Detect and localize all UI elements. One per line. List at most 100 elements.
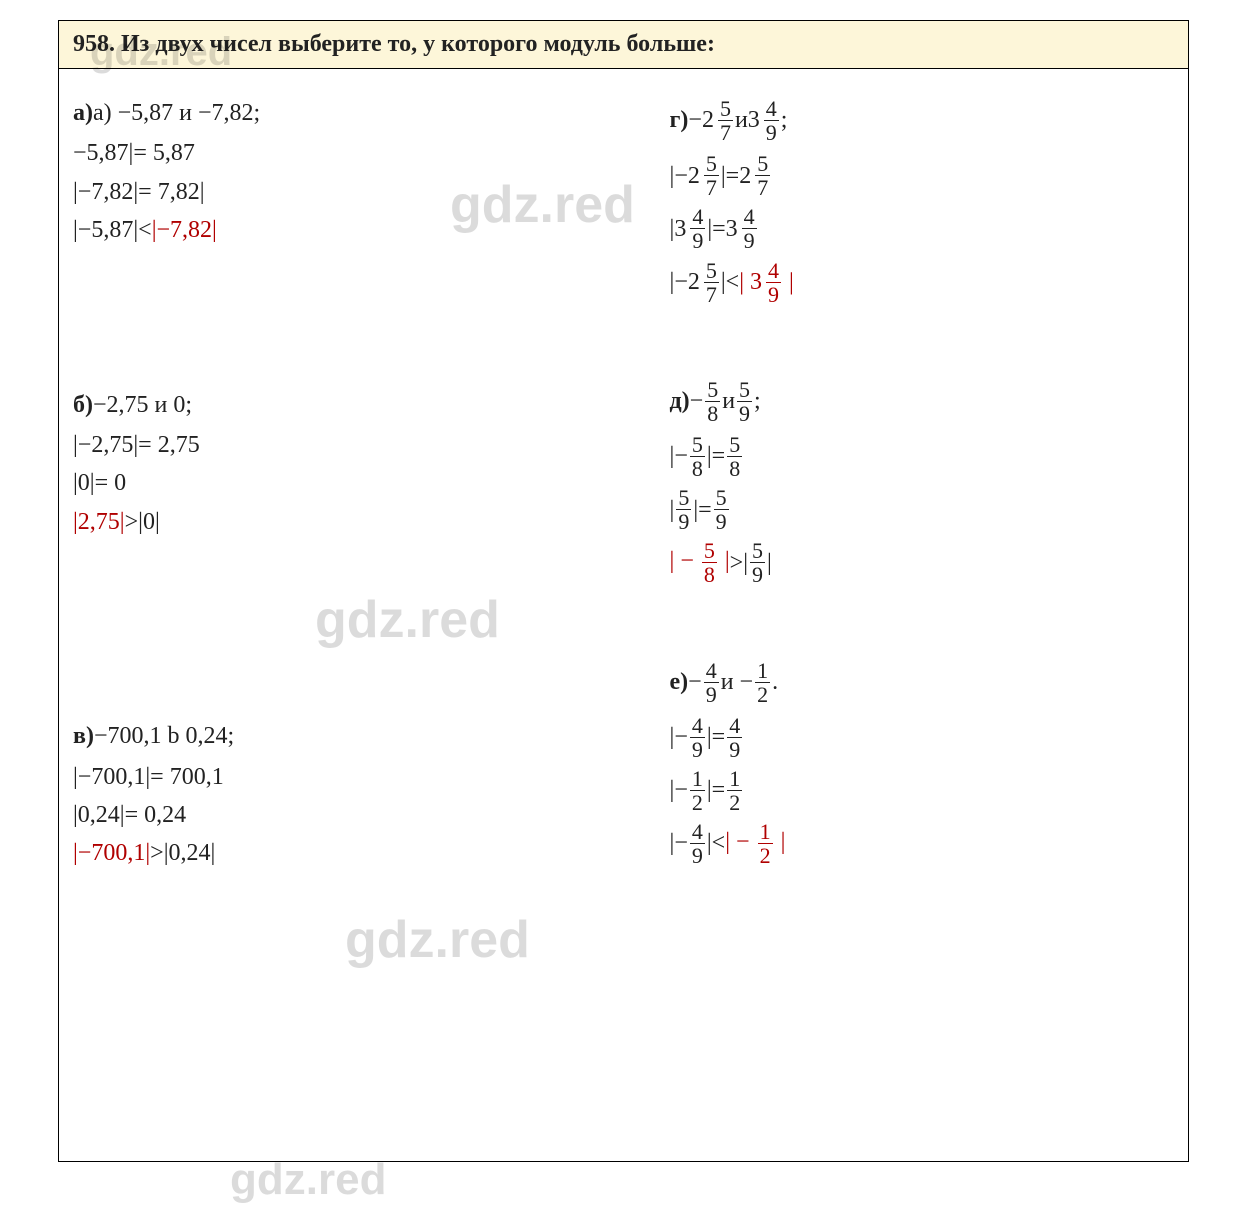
f-line2: | − 1 2 | = 1 2 xyxy=(670,767,1177,814)
e-given: д) − 5 8 и 5 9 ; xyxy=(670,378,1177,425)
f-l1-frac: 4 9 xyxy=(690,714,705,761)
d-l2-num-r: 4 xyxy=(742,205,757,228)
b-l1-rhs: = 2,75 xyxy=(138,429,200,461)
b-l2-rhs: = 0 xyxy=(95,467,127,499)
f-eq: = xyxy=(712,721,726,753)
f-frac2-den: 2 xyxy=(755,682,770,706)
e-eq2: = xyxy=(698,494,712,526)
f-l3-frac: 4 9 xyxy=(690,820,705,867)
d-l1-whole-r: 2 xyxy=(739,160,751,192)
e-l3-den: 8 xyxy=(702,562,717,586)
e-abs-close4: | xyxy=(767,547,772,579)
a-l3-lhs: |−5,87| xyxy=(73,214,138,246)
e-l3-num-r: 5 xyxy=(750,539,765,562)
d-mix2-num: 4 xyxy=(764,97,779,120)
d-mix1-whole: 2 xyxy=(702,104,714,136)
e-eq: = xyxy=(712,440,726,472)
d-l3-frac: 5 7 xyxy=(704,259,719,306)
e-l3-frac-r: 5 9 xyxy=(750,539,765,586)
e-l2-frac-r: 5 9 xyxy=(714,486,729,533)
f-eq2: = xyxy=(712,774,726,806)
f-l2-frac-r: 1 2 xyxy=(727,767,742,814)
f-minus4: − xyxy=(736,829,750,855)
a-l2-rhs: = 7,82| xyxy=(138,176,204,208)
d-l1-den: 7 xyxy=(704,175,719,199)
f-l3-num-r: 1 xyxy=(758,820,773,843)
d-given-prefix: − xyxy=(688,104,702,136)
d-mix1: 2 5 7 xyxy=(702,97,735,144)
d-l2-frac: 4 9 xyxy=(690,205,705,252)
e-frac1-den: 8 xyxy=(705,401,720,425)
d-given: г) − 2 5 7 и 3 xyxy=(670,97,1177,144)
e-l2-frac: 5 9 xyxy=(676,486,691,533)
f-l3-num: 4 xyxy=(690,820,705,843)
d-mix1-frac: 5 7 xyxy=(718,97,733,144)
d-minus3: − xyxy=(674,266,688,298)
a-given: а) а) −5,87 и −7,82; xyxy=(73,97,580,129)
f-l3-frac-r: 1 2 xyxy=(758,820,773,867)
b-l1-lhs: |−2,75| xyxy=(73,429,138,461)
right-column: г) − 2 5 7 и 3 xyxy=(580,91,1177,1151)
e-minus3: − xyxy=(680,548,694,574)
e-conj: и xyxy=(722,385,735,417)
d-l3-frac-r: 4 9 xyxy=(766,259,781,306)
a-label: а) xyxy=(73,97,93,129)
f-frac1-num: 4 xyxy=(704,659,719,682)
e-l1-num: 5 xyxy=(690,433,705,456)
c-label: в) xyxy=(73,720,94,752)
f-minus: − xyxy=(674,721,688,753)
f-l2-num: 1 xyxy=(690,767,705,790)
a-l3-rhs: |−7,82| xyxy=(152,214,217,246)
f-l2-num-r: 1 xyxy=(727,767,742,790)
e-l3-num: 5 xyxy=(702,539,717,562)
c-l3-rhs: |0,24| xyxy=(164,837,216,869)
watermark-text: gdz.red xyxy=(230,1155,386,1205)
f-frac1: 4 9 xyxy=(704,659,719,706)
sub-e: д) − 5 8 и 5 9 ; | xyxy=(670,372,1177,593)
e-l1-frac: 5 8 xyxy=(690,433,705,480)
f-abs-open4: | xyxy=(725,829,730,855)
c-given-text: −700,1 b 0,24; xyxy=(94,720,234,752)
f-lt: < xyxy=(712,827,726,859)
f-conj: и − xyxy=(721,666,753,698)
d-conj: и xyxy=(735,104,748,136)
f-l2-den: 2 xyxy=(690,790,705,814)
d-l1-num: 5 xyxy=(704,152,719,175)
e-l2-den-r: 9 xyxy=(714,509,729,533)
d-l1-frac: 5 7 xyxy=(704,152,719,199)
f-l1-den: 9 xyxy=(690,737,705,761)
c-line3: |−700,1| > |0,24| xyxy=(73,837,580,869)
e-line1: | − 5 8 | = 5 8 xyxy=(670,433,1177,480)
f-line3: | − 4 9 | < | − 1 2 xyxy=(670,820,1177,867)
d-l2-whole: 3 xyxy=(674,213,686,245)
e-frac1: 5 8 xyxy=(705,378,720,425)
c-l2-rhs: = 0,24 xyxy=(125,799,187,831)
d-l2-num: 4 xyxy=(690,205,705,228)
f-suffix: . xyxy=(772,666,778,698)
c-l3-lhs: |−700,1| xyxy=(73,837,150,869)
d-mix2: 3 4 9 xyxy=(748,97,781,144)
f-l1-num-r: 4 xyxy=(727,714,742,737)
f-l3-den: 9 xyxy=(690,843,705,867)
d-suffix: ; xyxy=(781,104,788,136)
f-minus2: − xyxy=(674,774,688,806)
problem-header: 958. Из двух чисел выберите то, у которо… xyxy=(59,21,1188,69)
f-frac2-num: 1 xyxy=(755,659,770,682)
f-line1: | − 4 9 | = 4 9 xyxy=(670,714,1177,761)
d-eq: = xyxy=(726,160,740,192)
d-l3-mix: 2 5 7 xyxy=(688,259,721,306)
problem-box: 958. Из двух чисел выберите то, у которо… xyxy=(58,20,1189,1162)
c-l3-op: > xyxy=(150,837,164,869)
c-given: в) −700,1 b 0,24; xyxy=(73,720,580,752)
d-l1-mix-r: 2 5 7 xyxy=(739,152,772,199)
d-l2-den-r: 9 xyxy=(742,228,757,252)
f-label: е) xyxy=(670,666,689,698)
b-given-text: −2,75 и 0; xyxy=(93,389,192,421)
a-l3-op: < xyxy=(138,214,152,246)
e-l2-num: 5 xyxy=(676,486,691,509)
e-label: д) xyxy=(670,385,690,417)
b-l3-lhs: |2,75| xyxy=(73,506,125,538)
e-l1-num-r: 5 xyxy=(727,433,742,456)
d-l3-num: 5 xyxy=(704,259,719,282)
b-l2-lhs: |0| xyxy=(73,467,95,499)
